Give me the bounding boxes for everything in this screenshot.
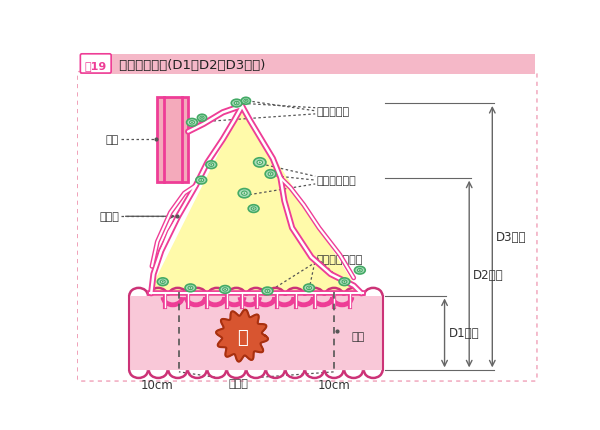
Ellipse shape bbox=[196, 177, 206, 184]
Circle shape bbox=[162, 281, 164, 283]
Ellipse shape bbox=[200, 117, 204, 120]
Polygon shape bbox=[216, 310, 268, 362]
Ellipse shape bbox=[307, 286, 311, 290]
Ellipse shape bbox=[244, 100, 248, 103]
Bar bbox=[129, 296, 383, 370]
Ellipse shape bbox=[257, 161, 263, 165]
Ellipse shape bbox=[157, 278, 168, 286]
Text: 主リンパ節: 主リンパ節 bbox=[317, 107, 350, 117]
Text: 腸間膜: 腸間膜 bbox=[100, 212, 119, 222]
Ellipse shape bbox=[339, 278, 350, 286]
Text: 腸管: 腸管 bbox=[352, 331, 365, 341]
Circle shape bbox=[201, 117, 203, 120]
Ellipse shape bbox=[187, 119, 197, 127]
Text: リンパ節郭清(D1，D2，D3郭清): リンパ節郭清(D1，D2，D3郭清) bbox=[115, 59, 265, 72]
Text: D3郭清: D3郭清 bbox=[496, 230, 527, 244]
Ellipse shape bbox=[220, 286, 230, 294]
Circle shape bbox=[244, 193, 245, 195]
Ellipse shape bbox=[160, 280, 165, 284]
Circle shape bbox=[191, 122, 193, 124]
Text: 切除線: 切除線 bbox=[228, 378, 248, 388]
Ellipse shape bbox=[234, 102, 239, 106]
Ellipse shape bbox=[304, 284, 314, 292]
Ellipse shape bbox=[241, 98, 251, 105]
FancyBboxPatch shape bbox=[80, 55, 111, 74]
Polygon shape bbox=[148, 107, 361, 296]
Ellipse shape bbox=[209, 163, 214, 167]
Circle shape bbox=[359, 270, 361, 271]
Circle shape bbox=[269, 174, 271, 175]
Text: 中間リンパ節: 中間リンパ節 bbox=[317, 176, 356, 186]
Ellipse shape bbox=[206, 161, 217, 169]
FancyBboxPatch shape bbox=[77, 72, 537, 381]
Circle shape bbox=[224, 289, 226, 291]
Circle shape bbox=[211, 164, 212, 166]
Ellipse shape bbox=[223, 288, 227, 292]
Bar bbox=[80, 55, 535, 75]
Ellipse shape bbox=[188, 286, 193, 290]
Ellipse shape bbox=[265, 289, 270, 293]
Circle shape bbox=[308, 287, 310, 289]
Circle shape bbox=[344, 281, 346, 283]
Ellipse shape bbox=[358, 269, 362, 272]
Text: D2郭清: D2郭清 bbox=[473, 268, 503, 281]
Circle shape bbox=[245, 101, 247, 102]
Ellipse shape bbox=[251, 207, 256, 211]
Ellipse shape bbox=[262, 287, 273, 295]
Text: 腸管傍リンパ節: 腸管傍リンパ節 bbox=[317, 254, 363, 264]
Ellipse shape bbox=[238, 189, 251, 198]
Ellipse shape bbox=[268, 172, 273, 176]
Ellipse shape bbox=[342, 280, 347, 284]
Bar bbox=[157, 98, 188, 182]
Ellipse shape bbox=[231, 100, 242, 108]
Circle shape bbox=[259, 162, 260, 164]
Ellipse shape bbox=[242, 192, 247, 196]
Text: 血管: 血管 bbox=[106, 135, 119, 145]
Ellipse shape bbox=[254, 158, 266, 168]
Text: 癌: 癌 bbox=[236, 329, 247, 346]
Ellipse shape bbox=[355, 267, 365, 274]
Ellipse shape bbox=[248, 205, 259, 213]
Text: 10cm: 10cm bbox=[317, 378, 350, 391]
Text: 10cm: 10cm bbox=[141, 378, 174, 391]
Circle shape bbox=[253, 208, 254, 210]
Circle shape bbox=[266, 290, 268, 292]
Text: D1郭清: D1郭清 bbox=[448, 327, 479, 340]
Ellipse shape bbox=[197, 115, 206, 122]
Ellipse shape bbox=[199, 179, 203, 182]
Ellipse shape bbox=[185, 284, 196, 292]
Text: 図19: 図19 bbox=[85, 61, 107, 71]
Ellipse shape bbox=[265, 170, 276, 179]
Circle shape bbox=[200, 180, 202, 181]
Circle shape bbox=[236, 103, 238, 105]
Ellipse shape bbox=[190, 121, 194, 125]
Circle shape bbox=[190, 287, 191, 289]
